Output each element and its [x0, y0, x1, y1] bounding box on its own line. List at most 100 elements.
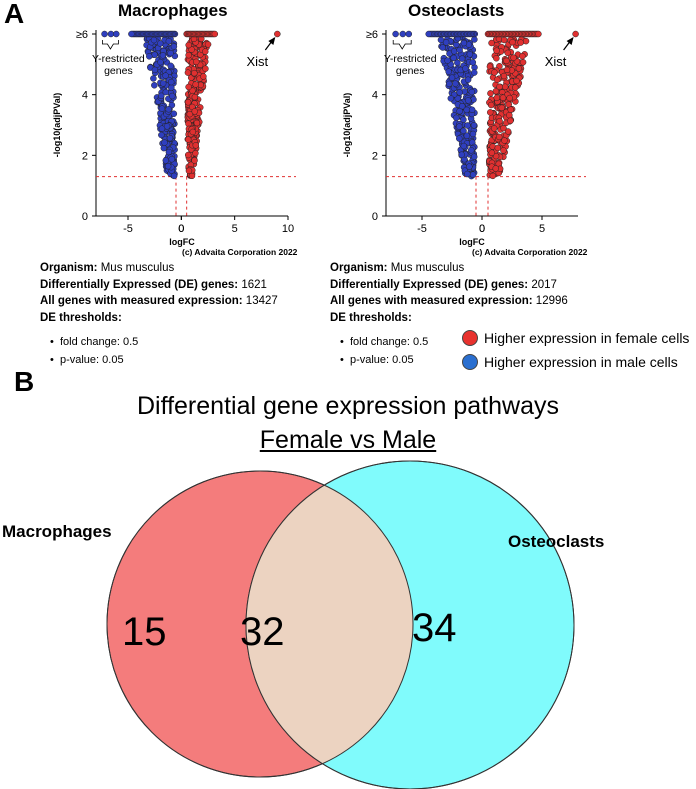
venn-left-count: 15	[122, 610, 167, 654]
data-point	[488, 39, 495, 47]
data-point	[470, 122, 478, 129]
data-point	[464, 97, 472, 104]
y-tick-label: 0	[372, 211, 378, 223]
data-point	[488, 149, 496, 157]
data-point	[494, 144, 502, 152]
data-point	[499, 94, 507, 101]
data-point	[151, 82, 158, 89]
data-point	[464, 170, 471, 178]
data-point	[185, 83, 192, 91]
x-tick-label: 10	[282, 223, 294, 235]
data-point	[460, 127, 467, 135]
data-point	[170, 172, 178, 180]
data-point	[192, 81, 199, 88]
data-point	[493, 47, 500, 54]
thresholds-row: DE thresholds:	[330, 310, 568, 327]
outlier-point	[392, 30, 399, 38]
y-tick-label: 2	[82, 150, 88, 162]
outlier-point	[101, 30, 108, 38]
x-axis-label: logFC	[169, 237, 195, 247]
organism-value: Mus musculus	[100, 262, 175, 274]
data-point	[188, 46, 195, 53]
legend-male: Higher expression in male cells	[462, 354, 678, 370]
y-axis-label: -log10(adjPVal)	[52, 93, 62, 158]
panel-a-letter: A	[4, 0, 25, 29]
data-point	[167, 78, 175, 86]
data-point	[184, 151, 192, 159]
data-point	[460, 142, 468, 150]
de-label: Differentially Expressed (DE) genes:	[40, 278, 239, 291]
data-point	[167, 49, 174, 57]
data-point	[445, 68, 452, 75]
outlier-point	[572, 30, 579, 38]
data-point	[200, 73, 207, 80]
series-female	[484, 30, 542, 180]
data-point	[469, 130, 477, 138]
data-point	[467, 147, 475, 154]
xist-label: Xist	[545, 54, 567, 69]
outlier-point	[113, 30, 120, 38]
data-point	[493, 94, 501, 102]
data-point	[159, 80, 167, 87]
data-point	[492, 165, 500, 172]
venn-title: Differential gene expression pathways	[136, 392, 559, 420]
all-genes-row: All genes with measured expression: 1342…	[40, 293, 278, 310]
data-point	[450, 54, 457, 62]
data-point	[447, 95, 455, 102]
data-point	[185, 167, 193, 175]
male-dot-icon	[462, 354, 478, 370]
data-point	[448, 74, 456, 81]
y-tick-label: 0	[82, 211, 88, 223]
outlier-point	[405, 30, 413, 38]
osteoclasts-p-value: • p-value: 0.05	[340, 354, 414, 366]
all-genes-row: All genes with measured expression: 1299…	[330, 293, 568, 310]
data-point	[201, 48, 209, 55]
x-tick-label: 0	[178, 223, 184, 235]
data-point	[460, 39, 468, 47]
data-point	[493, 55, 500, 62]
data-point	[165, 105, 172, 113]
data-point	[469, 171, 477, 178]
data-point	[150, 75, 157, 82]
data-point	[170, 43, 178, 50]
data-point	[185, 41, 192, 49]
y-restricted-label: genes	[104, 65, 133, 77]
data-point	[490, 125, 498, 132]
data-point	[506, 94, 513, 102]
data-point	[517, 39, 524, 46]
data-point	[192, 149, 199, 157]
credit-text: (c) Advaita Corporation 2022	[472, 247, 588, 257]
panel-b-letter: B	[14, 366, 35, 397]
data-point	[168, 155, 176, 163]
data-point	[167, 62, 174, 70]
data-point	[453, 114, 460, 122]
data-point	[496, 83, 503, 91]
data-point	[498, 104, 505, 112]
x-axis-label: logFC	[459, 237, 485, 247]
data-point	[166, 134, 174, 142]
data-point	[184, 136, 192, 143]
data-point	[509, 38, 516, 46]
data-point	[511, 84, 519, 91]
y-tick-label: ≥6	[76, 29, 88, 41]
data-point	[160, 144, 168, 152]
data-point	[445, 80, 453, 88]
data-point	[464, 76, 472, 83]
de-value: 2017	[531, 278, 557, 291]
data-point	[168, 84, 175, 91]
data-point	[513, 77, 520, 85]
outlier-point	[399, 30, 407, 38]
y-restricted-label: genes	[396, 65, 425, 77]
data-point	[522, 37, 530, 45]
data-point	[510, 54, 517, 61]
data-point	[458, 55, 466, 62]
x-tick-label: 5	[232, 223, 238, 235]
data-point	[487, 101, 495, 109]
credit-text: (c) Advaita Corporation 2022	[182, 247, 298, 257]
thresholds-label: DE thresholds:	[40, 311, 122, 324]
data-point	[158, 131, 165, 139]
data-point	[458, 151, 465, 158]
legend-female: Higher expression in female cells	[462, 330, 689, 346]
data-point	[192, 142, 200, 149]
data-point	[456, 46, 463, 54]
